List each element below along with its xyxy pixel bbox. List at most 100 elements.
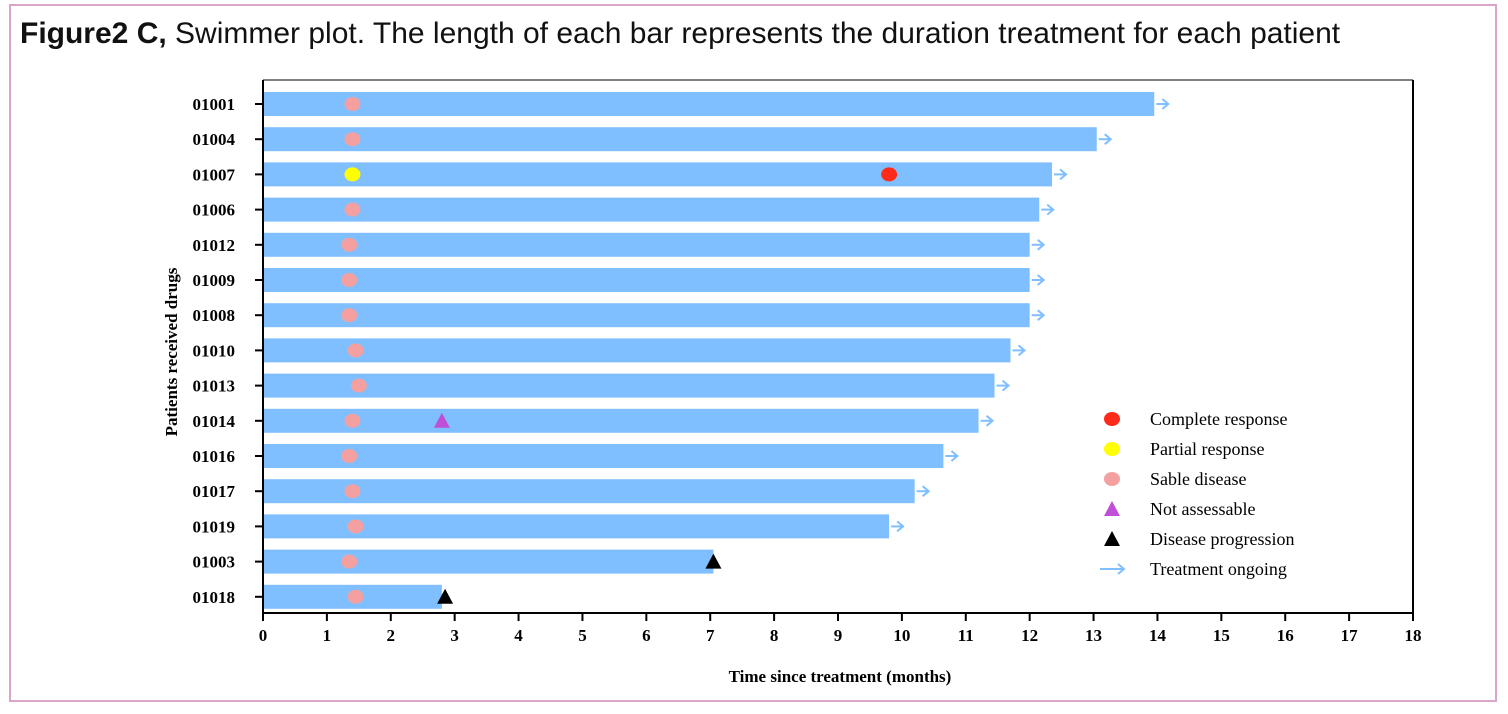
- stable-marker-01004: [344, 132, 361, 147]
- legend-marker-partial: [1104, 442, 1120, 456]
- ongoing-arrow-01006: [1041, 203, 1055, 216]
- bar-01003: [264, 549, 714, 574]
- x-axis-title: Time since treatment (months): [729, 667, 952, 686]
- y-tick-label-01009: 01009: [193, 271, 236, 290]
- complete-marker-01007: [881, 167, 898, 182]
- ongoing-arrow-01014-head: [985, 415, 995, 427]
- bar-01001: [264, 92, 1155, 116]
- x-tick-label-3: 3: [450, 626, 459, 645]
- ongoing-arrow-01004-head: [1104, 133, 1113, 145]
- ongoing-arrow-01010-head: [1017, 344, 1027, 357]
- legend-marker-complete: [1104, 412, 1120, 426]
- y-tick-label-01016: 01016: [193, 447, 236, 466]
- not_assessable-marker-01014: [433, 412, 450, 428]
- bars-layer: [264, 92, 1155, 609]
- stable-marker-01009: [341, 273, 358, 287]
- y-tick-label-01012: 01012: [193, 236, 236, 255]
- stable-marker-01013: [350, 378, 367, 393]
- stable-marker-01018: [347, 589, 364, 604]
- y-tick-label-01018: 01018: [193, 588, 236, 607]
- legend-label-partial: Partial response: [1150, 439, 1264, 459]
- x-tick-label-13: 13: [1085, 626, 1102, 645]
- legend-item-ongoing: Treatment ongoing: [1100, 559, 1287, 579]
- bar-01014: [264, 408, 979, 433]
- ongoing-arrow-01001: [1156, 98, 1170, 110]
- ongoing-arrow-01012-head: [1037, 239, 1046, 251]
- y-tick-label-01004: 01004: [193, 130, 236, 149]
- ongoing-arrow-01007-head: [1059, 168, 1068, 181]
- y-axis-title: Patients received drugs: [162, 267, 181, 436]
- legend-item-progression: Disease progression: [1104, 529, 1294, 549]
- x-tick-label-14: 14: [1149, 626, 1167, 645]
- y-tick-labels: 01001 01004 01007 01006 01012 01009 01008 01010…: [193, 95, 236, 607]
- legend-marker-ongoing: [1100, 563, 1126, 575]
- bar-01009: [264, 268, 1030, 292]
- legend-item-partial: Partial response: [1104, 439, 1264, 459]
- ongoing-arrow-01001-head: [1161, 98, 1170, 110]
- progression-marker-01003: [705, 553, 722, 569]
- x-tick-label-4: 4: [514, 626, 523, 645]
- bar-01007: [264, 162, 1053, 187]
- stable-marker-01017: [344, 484, 361, 499]
- x-tick-label-1: 1: [323, 626, 332, 645]
- stable-marker-01014: [344, 413, 361, 428]
- legend-label-not_assessable: Not assessable: [1150, 499, 1255, 519]
- x-tick-label-2: 2: [387, 626, 396, 645]
- bar-01010: [264, 338, 1011, 363]
- legend-label-stable: Sable disease: [1150, 469, 1246, 489]
- legend: Complete response Partial response Sable d…: [1100, 409, 1294, 579]
- ongoing-arrow-01013-head: [1001, 379, 1011, 392]
- figure-frame: [9, 4, 1497, 702]
- ongoing-arrow-01017-head: [922, 485, 931, 497]
- markers-layer: [341, 97, 1170, 604]
- y-tick-label-01013: 01013: [193, 377, 236, 396]
- legend-marker-stable: [1104, 472, 1120, 486]
- stable-marker-01019: [347, 519, 364, 534]
- y-tick-label-01007: 01007: [193, 165, 236, 184]
- ongoing-arrow-01008: [1031, 309, 1046, 321]
- ongoing-arrow-01006-head: [1046, 203, 1055, 216]
- partial-marker-01007: [344, 167, 361, 182]
- y-tick-label-01001: 01001: [193, 95, 236, 114]
- x-tick-label-9: 9: [834, 626, 843, 645]
- ongoing-arrow-01009-head: [1037, 274, 1046, 286]
- y-tick-label-01017: 01017: [193, 482, 236, 501]
- x-tick-label-7: 7: [706, 626, 715, 645]
- x-tick-label-16: 16: [1277, 626, 1294, 645]
- ticks-layer: 0 1 2 3 4 5 6 7 8 9 10 11 12 13 14 15 16 17 18: [255, 103, 1422, 645]
- bar-01004: [264, 127, 1097, 152]
- stable-marker-01006: [344, 202, 361, 217]
- y-tick-label-01014: 01014: [193, 412, 236, 431]
- ongoing-arrow-01012: [1031, 239, 1046, 251]
- ongoing-arrow-01014: [980, 415, 995, 427]
- legend-marker-progression: [1104, 531, 1120, 546]
- y-tick-label-01003: 01003: [193, 553, 236, 572]
- y-tick-label-01010: 01010: [193, 341, 236, 360]
- legend-label-progression: Disease progression: [1150, 529, 1294, 549]
- bar-01019: [264, 514, 890, 539]
- legend-item-stable: Sable disease: [1104, 469, 1246, 489]
- bar-01013: [264, 373, 995, 398]
- ongoing-arrow-01019: [891, 520, 905, 533]
- stable-marker-01008: [341, 308, 358, 323]
- x-tick-label-17: 17: [1341, 626, 1359, 645]
- y-tick-label-01006: 01006: [193, 201, 236, 220]
- legend-item-complete: Complete response: [1104, 409, 1287, 429]
- figure-caption-text: Swimmer plot. The length of each bar rep…: [175, 17, 1341, 50]
- x-tick-label-11: 11: [958, 626, 974, 645]
- legend-marker-ongoing-head: [1117, 563, 1126, 575]
- ongoing-arrow-01007: [1054, 168, 1068, 181]
- x-tick-label-8: 8: [770, 626, 779, 645]
- progression-marker-01018: [437, 588, 454, 604]
- ongoing-arrow-01013: [996, 379, 1011, 392]
- x-tick-label-10: 10: [893, 626, 910, 645]
- legend-item-not_assessable: Not assessable: [1104, 499, 1255, 519]
- bar-01006: [264, 197, 1040, 222]
- stable-marker-01012: [341, 237, 358, 252]
- ongoing-arrow-01016-head: [950, 450, 959, 462]
- y-tick-label-01008: 01008: [193, 306, 236, 325]
- x-tick-label-5: 5: [578, 626, 587, 645]
- ongoing-arrow-01009: [1031, 274, 1046, 286]
- ongoing-arrow-01019-head: [896, 520, 905, 533]
